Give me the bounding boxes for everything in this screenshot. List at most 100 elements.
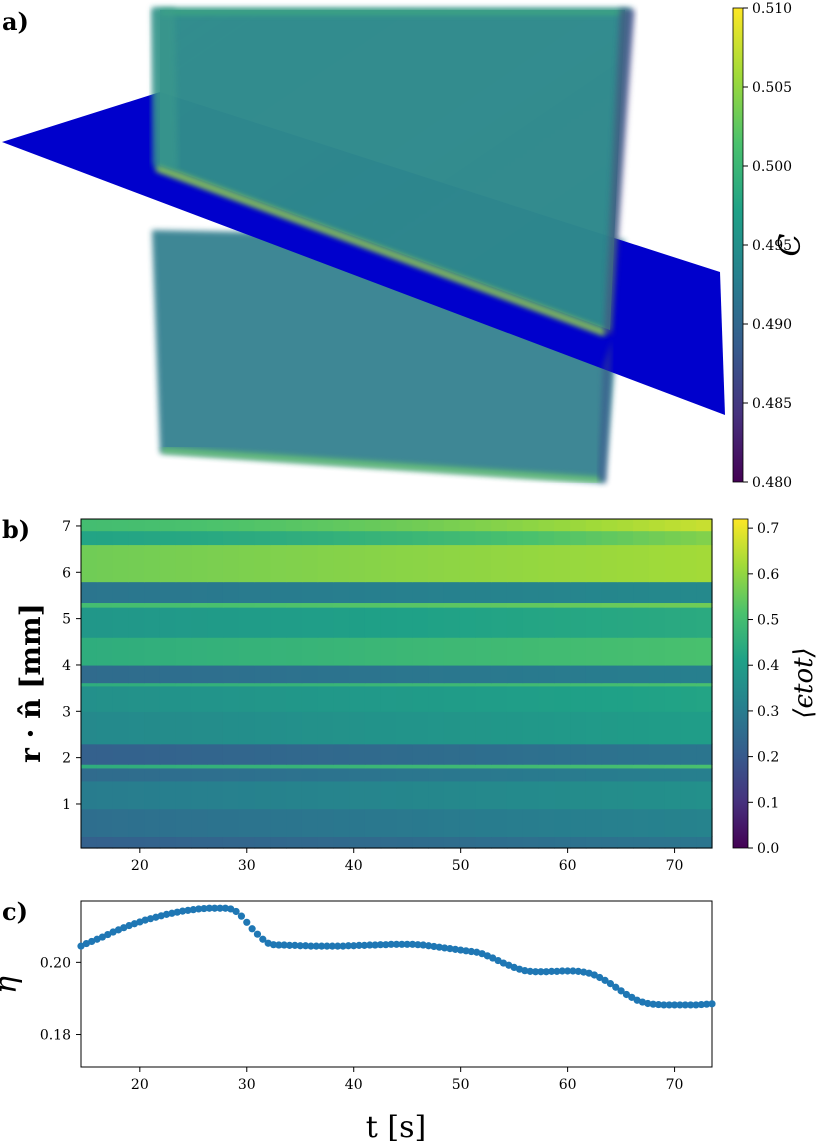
scatter-point — [77, 942, 85, 950]
scatter-point — [665, 1001, 673, 1009]
scatter-point — [366, 941, 374, 949]
heatmap-cell — [349, 544, 366, 583]
heatmap-cell — [270, 836, 287, 849]
heatmap-cell — [538, 519, 555, 532]
heatmap-cell — [222, 637, 240, 666]
heatmap-cell — [238, 685, 256, 712]
heatmap-cell — [222, 530, 240, 546]
scatter-point — [703, 1000, 711, 1008]
scatter-point — [360, 941, 369, 949]
heatmap-cell — [112, 581, 129, 604]
colorbar-a-label: C — [773, 233, 808, 256]
panel-c-label: c) — [2, 897, 28, 926]
heatmap-cell — [443, 685, 461, 712]
scatter-point — [259, 935, 267, 943]
scatter-point — [275, 941, 283, 949]
heatmap-cell — [459, 808, 476, 838]
heatmap-cell — [412, 581, 429, 604]
scatter-point — [355, 941, 363, 949]
heatmap-cell — [475, 664, 492, 684]
heatmap-cell — [396, 637, 413, 666]
heatmap-cell — [570, 808, 587, 838]
heatmap-cell — [633, 581, 650, 604]
heatmap-cell — [159, 836, 177, 849]
heatmap-cell — [428, 808, 445, 838]
heatmap-cell — [506, 530, 524, 546]
heatmap-cell — [364, 780, 382, 810]
heatmap-cell — [112, 764, 129, 769]
heatmap-cell — [412, 544, 429, 583]
heatmap-cell — [664, 764, 682, 769]
heatmap-cell — [380, 637, 398, 666]
heatmap-cell — [554, 519, 571, 532]
heatmap-cell — [96, 767, 114, 782]
heatmap-cell — [538, 764, 555, 769]
heatmap-cell — [680, 544, 697, 583]
scatter-point — [424, 942, 433, 950]
heatmap-cell — [396, 808, 413, 838]
heatmap-cell — [349, 602, 366, 608]
heatmap-cell — [238, 637, 256, 666]
heatmap-cell — [554, 764, 571, 769]
x-tick-label: 60 — [559, 858, 577, 874]
scatter-point — [189, 906, 197, 914]
heatmap-cell — [254, 607, 271, 638]
scatter-point — [248, 925, 256, 933]
colorbar-tick-label: 0.500 — [752, 159, 792, 175]
scatter-point — [676, 1001, 684, 1009]
heatmap-cell — [349, 664, 366, 684]
heatmap-cell — [680, 836, 697, 849]
heatmap-cell — [538, 743, 555, 765]
heatmap-cell — [506, 664, 524, 684]
heatmap-cell — [428, 743, 445, 765]
heatmap-cell — [522, 519, 540, 532]
heatmap-cell — [475, 685, 492, 712]
heatmap-cell — [128, 607, 145, 638]
scatter-point — [179, 907, 187, 915]
heatmap-cell — [96, 544, 114, 583]
scatter-point — [553, 967, 561, 975]
heatmap-cell — [696, 602, 713, 608]
heatmap-cell — [191, 519, 208, 532]
heatmap-cell — [585, 607, 603, 638]
heatmap-cell — [144, 743, 161, 765]
heatmap-cell — [222, 836, 240, 849]
heatmap-cell — [286, 607, 303, 638]
x-tick-label: 70 — [666, 1077, 684, 1093]
heatmap-cell — [175, 767, 193, 782]
heatmap-cell — [633, 664, 650, 684]
scatter-point — [392, 940, 401, 948]
heatmap-cell — [664, 685, 682, 712]
heatmap-cell — [412, 682, 429, 687]
heatmap-cell — [522, 836, 540, 849]
heatmap-cell — [428, 764, 445, 769]
scatter-point — [414, 941, 422, 949]
heatmap-cell — [506, 581, 524, 604]
scatter-point — [547, 967, 556, 975]
heatmap-cell — [207, 780, 224, 810]
heatmap-cell — [96, 581, 114, 604]
heatmap-cell — [585, 519, 603, 532]
heatmap-cell — [238, 682, 256, 687]
heatmap-cell — [207, 544, 224, 583]
heatmap-cell — [159, 767, 177, 782]
heatmap-cell — [254, 685, 271, 712]
heatmap-cell — [380, 519, 398, 532]
heatmap-cell — [601, 764, 618, 769]
heatmap-cell — [443, 602, 461, 608]
heatmap-cell — [191, 836, 208, 849]
heatmap-cell — [238, 836, 256, 849]
heatmap-cell — [601, 581, 618, 604]
heatmap-cell — [396, 682, 413, 687]
heatmap-cell — [617, 743, 634, 765]
heatmap-cell — [286, 767, 303, 782]
heatmap-cell — [601, 519, 618, 532]
heatmap-cell — [633, 637, 650, 666]
heatmap-cell — [159, 637, 177, 666]
heatmap-cell — [112, 664, 129, 684]
colorbar-tick-label: 0.7 — [757, 521, 779, 537]
heatmap-cell — [286, 519, 303, 532]
heatmap-cell — [270, 544, 287, 583]
heatmap-cell — [396, 764, 413, 769]
heatmap-cell — [522, 682, 540, 687]
